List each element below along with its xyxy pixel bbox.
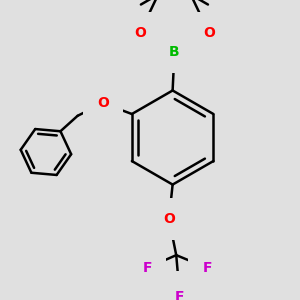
Text: O: O	[134, 26, 146, 40]
Text: F: F	[175, 290, 184, 300]
Text: B: B	[169, 46, 180, 59]
Text: F: F	[142, 261, 152, 275]
Text: F: F	[202, 261, 212, 275]
Text: O: O	[97, 96, 109, 110]
Text: O: O	[203, 26, 215, 40]
Text: O: O	[163, 212, 175, 226]
